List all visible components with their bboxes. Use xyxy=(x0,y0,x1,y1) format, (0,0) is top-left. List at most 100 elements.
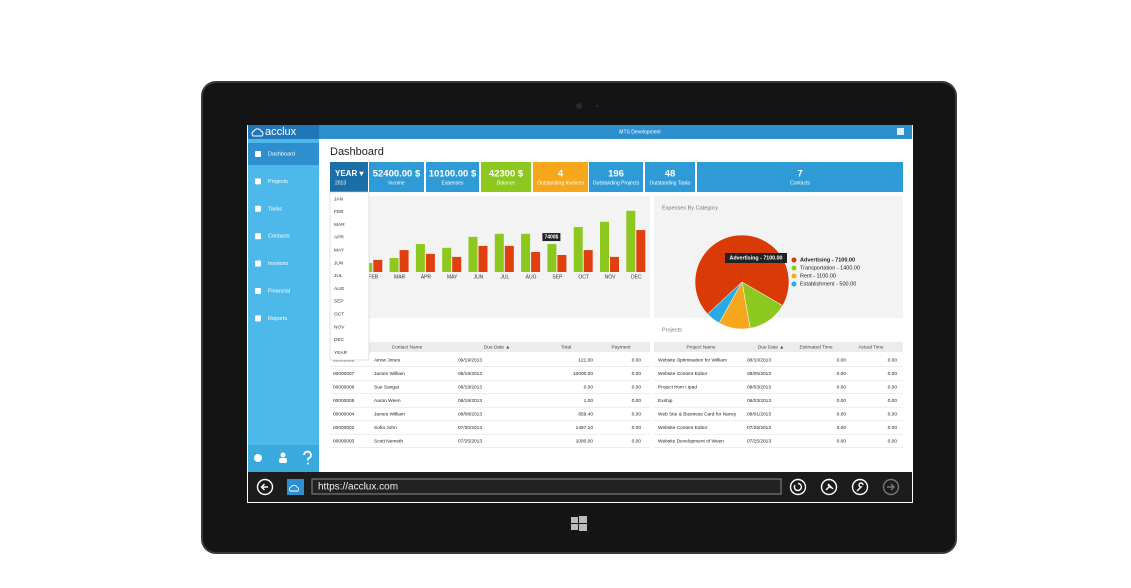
pie-tooltip-box xyxy=(725,253,787,263)
month-option[interactable]: SEP xyxy=(334,299,344,305)
legend-label: Establishment - 500.00 xyxy=(800,281,856,287)
forward-button[interactable] xyxy=(882,478,900,496)
table-cell: 07/25/2013 xyxy=(458,438,482,444)
x-tick-label: SEP xyxy=(552,274,563,280)
table-cell: Aaron Ween xyxy=(374,398,401,404)
month-option[interactable]: JAN xyxy=(334,196,344,202)
pin-button[interactable] xyxy=(820,478,838,496)
windows-logo xyxy=(571,516,587,531)
sidebar-label: Projects xyxy=(268,179,288,185)
stat-tile[interactable] xyxy=(697,162,903,192)
column-header[interactable]: Total xyxy=(561,344,571,350)
column-header[interactable]: Contact Name xyxy=(392,344,423,350)
bar xyxy=(547,244,557,272)
user-button[interactable] xyxy=(897,128,904,135)
logo-area[interactable] xyxy=(248,125,319,139)
back-arrow xyxy=(260,483,268,491)
bar xyxy=(373,259,383,272)
bar xyxy=(531,251,541,272)
stat-tile[interactable] xyxy=(369,162,424,192)
month-option[interactable]: YEAR xyxy=(334,350,348,356)
profile-icon[interactable] xyxy=(280,452,286,458)
sensor xyxy=(595,104,599,108)
month-option[interactable]: AUG xyxy=(334,286,345,292)
tools-button[interactable] xyxy=(851,478,869,496)
stat-tile[interactable] xyxy=(426,162,479,192)
stat-tile[interactable] xyxy=(533,162,588,192)
month-option[interactable]: MAY xyxy=(334,247,345,253)
x-tick-label: MAY xyxy=(447,274,458,280)
page-title: Dashboard xyxy=(330,146,384,158)
profile-icon-body[interactable] xyxy=(279,458,287,463)
pin-glyph xyxy=(825,483,834,491)
month-option[interactable]: JUL xyxy=(334,273,343,279)
column-header[interactable]: Project Name xyxy=(686,344,715,350)
table-cell: 859.40 xyxy=(578,411,593,417)
month-option[interactable]: APR xyxy=(334,235,344,241)
table-cell: 08/03/2013 xyxy=(747,398,771,404)
stat-tile[interactable] xyxy=(330,162,368,192)
table-cell: 0.00 xyxy=(888,357,898,363)
column-header[interactable]: Due Date ▲ xyxy=(758,344,784,350)
stat-label: Outstanding Tasks xyxy=(649,180,691,186)
stat-label: 2013 xyxy=(335,180,346,186)
x-tick-label: DEC xyxy=(631,274,642,280)
table-cell: 0.00 xyxy=(888,411,898,417)
table-cell: 1.00 xyxy=(584,398,594,404)
site-icon[interactable] xyxy=(287,479,304,495)
stat-tile[interactable] xyxy=(481,162,531,192)
sidebar-icon xyxy=(255,151,261,157)
forward-arrow xyxy=(887,483,895,491)
column-header[interactable]: Estimated Time xyxy=(799,344,832,350)
sidebar-label: Dashboard xyxy=(268,151,295,157)
x-tick-label: AUG xyxy=(526,274,537,280)
table-cell: 0.00 xyxy=(584,384,594,390)
x-tick-label: APR xyxy=(421,274,432,280)
table-cell: 08/10/2013 xyxy=(747,357,771,363)
sidebar-label: Tasks xyxy=(268,206,282,212)
bar xyxy=(557,255,567,272)
column-header[interactable]: Due Date ▲ xyxy=(484,344,510,350)
table-cell: 0.00 xyxy=(632,411,642,417)
address-text: https://acclux.com xyxy=(318,482,398,493)
month-option[interactable]: FEB xyxy=(334,209,343,215)
sidebar-icon xyxy=(255,205,261,212)
legend-label: Rent - 1100.00 xyxy=(800,273,836,279)
help-icon[interactable] xyxy=(303,450,312,461)
camera xyxy=(576,103,582,109)
pie-title: Expenses By Category xyxy=(662,205,718,211)
month-option[interactable]: JUN xyxy=(334,260,344,266)
table-cell: Sue Sangai xyxy=(374,384,399,390)
month-option[interactable]: NOV xyxy=(334,324,345,330)
column-header[interactable]: Actual Time xyxy=(858,344,883,350)
settings-icon[interactable] xyxy=(254,454,262,462)
table-cell: 07/25/2013 xyxy=(747,438,771,444)
logo: acclux xyxy=(265,126,297,138)
sidebar-item-active[interactable] xyxy=(248,143,319,165)
table-cell: 0.00 xyxy=(888,425,898,431)
stat-tile[interactable] xyxy=(645,162,695,192)
table-cell: 0.00 xyxy=(888,438,898,444)
stat-value: 196 xyxy=(608,169,624,180)
legend-swatch xyxy=(791,265,797,271)
stat-value: 48 xyxy=(665,169,676,180)
refresh-button[interactable] xyxy=(789,478,807,496)
logo-icon xyxy=(251,128,264,137)
browser-actions xyxy=(789,478,900,496)
stat-tile[interactable] xyxy=(589,162,643,192)
stat-label: Expenses xyxy=(442,180,464,186)
address-box[interactable] xyxy=(311,478,782,495)
month-option[interactable]: MAR xyxy=(334,222,345,228)
x-tick-label: OCT xyxy=(578,274,589,280)
table-cell: 0.00 xyxy=(632,384,642,390)
back-button[interactable] xyxy=(256,478,274,496)
month-option[interactable]: OCT xyxy=(334,311,344,317)
legend-swatch xyxy=(791,273,797,279)
bar xyxy=(399,250,409,272)
stat-value: 52400.00 $ xyxy=(373,169,421,180)
bar xyxy=(425,253,435,272)
month-option[interactable]: DEC xyxy=(334,337,345,343)
column-header[interactable]: Payment xyxy=(612,344,632,350)
sidebar-icon xyxy=(255,288,261,294)
